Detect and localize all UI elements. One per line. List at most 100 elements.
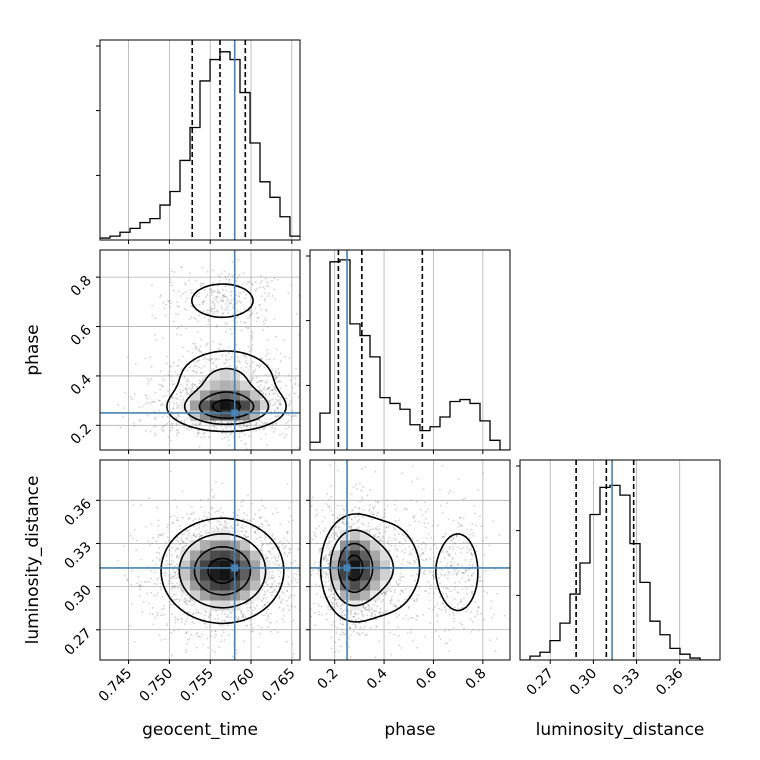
- sample-point: [240, 609, 243, 612]
- sample-point: [208, 288, 211, 290]
- sample-point: [463, 572, 466, 575]
- sample-point: [305, 558, 307, 560]
- sample-point: [298, 333, 300, 336]
- sample-point: [332, 596, 335, 599]
- sample-point: [260, 421, 263, 424]
- sample-point: [195, 633, 198, 636]
- sample-point: [247, 345, 250, 348]
- sample-point: [450, 539, 452, 542]
- sample-point: [436, 603, 439, 606]
- sample-point: [485, 536, 488, 539]
- sample-point: [336, 604, 339, 607]
- density-cell: [200, 410, 211, 421]
- sample-point: [287, 576, 290, 578]
- sample-point: [264, 381, 267, 384]
- sample-point: [278, 597, 281, 600]
- sample-point: [273, 546, 275, 549]
- sample-point: [476, 610, 479, 613]
- sample-point: [287, 426, 290, 429]
- sample-point: [403, 548, 406, 551]
- sample-point: [229, 425, 232, 428]
- sample-point: [199, 345, 202, 348]
- sample-point: [457, 608, 460, 610]
- density-cell: [200, 590, 211, 601]
- sample-point: [471, 590, 473, 593]
- sample-point: [453, 588, 456, 591]
- sample-point: [218, 342, 221, 345]
- sample-point: [173, 402, 175, 405]
- sample-point: [332, 532, 334, 535]
- sample-point: [224, 295, 227, 298]
- sample-point: [181, 385, 184, 387]
- sample-point: [247, 609, 249, 612]
- sample-point: [397, 583, 400, 586]
- sample-point: [290, 416, 293, 418]
- sample-point: [410, 616, 413, 619]
- sample-point: [216, 291, 219, 294]
- sample-point: [477, 606, 480, 608]
- y-tick-label: 0.2: [68, 421, 95, 448]
- density-cell: [220, 530, 231, 541]
- sample-point: [150, 591, 153, 594]
- sample-point: [364, 608, 367, 611]
- sample-point: [251, 283, 254, 286]
- sample-point: [428, 570, 431, 573]
- sample-point: [147, 602, 150, 605]
- sample-point: [226, 300, 229, 303]
- sample-point: [178, 524, 181, 527]
- sample-point: [181, 541, 184, 544]
- sample-point: [198, 423, 201, 425]
- sample-point: [215, 299, 218, 301]
- sample-point: [185, 648, 188, 651]
- sample-point: [226, 323, 228, 326]
- sample-point: [454, 552, 457, 555]
- sample-point: [198, 424, 200, 426]
- sample-point: [266, 387, 269, 390]
- sample-point: [372, 528, 374, 531]
- sample-point: [394, 520, 397, 522]
- sample-point: [241, 499, 244, 502]
- sample-point: [232, 306, 234, 309]
- density-cell: [200, 390, 211, 401]
- sample-point: [266, 349, 269, 352]
- sample-point: [374, 470, 377, 473]
- sample-point: [174, 572, 177, 574]
- x-tick-label: 0.765: [259, 666, 299, 706]
- sample-point: [412, 672, 414, 674]
- sample-point: [329, 593, 332, 596]
- sample-point: [175, 313, 177, 315]
- sample-point: [318, 610, 321, 613]
- sample-point: [236, 524, 239, 526]
- sample-point: [274, 298, 277, 301]
- sample-point: [171, 546, 174, 549]
- sample-point: [180, 665, 182, 667]
- sample-point: [349, 627, 352, 629]
- sample-point: [270, 612, 273, 615]
- sample-point: [188, 426, 190, 429]
- sample-point: [290, 501, 292, 503]
- sample-point: [211, 269, 214, 272]
- sample-point: [240, 612, 243, 614]
- sample-point: [432, 544, 435, 547]
- sample-point: [371, 607, 374, 610]
- sample-point: [412, 515, 415, 518]
- sample-point: [243, 533, 246, 536]
- sample-point: [269, 543, 272, 546]
- sample-point: [225, 331, 227, 333]
- sample-point: [306, 552, 308, 554]
- sample-point: [249, 606, 252, 609]
- sample-point: [236, 321, 238, 324]
- sample-point: [174, 570, 177, 573]
- sample-point: [192, 370, 195, 372]
- sample-point: [197, 611, 200, 614]
- sample-point: [262, 422, 265, 425]
- sample-point: [475, 544, 478, 547]
- sample-point: [268, 393, 271, 396]
- density-contour: [193, 546, 252, 596]
- sample-point: [416, 477, 419, 480]
- sample-point: [167, 563, 169, 565]
- sample-point: [464, 586, 467, 588]
- sample-point: [463, 597, 465, 600]
- sample-point: [197, 295, 200, 298]
- sample-point: [391, 596, 393, 598]
